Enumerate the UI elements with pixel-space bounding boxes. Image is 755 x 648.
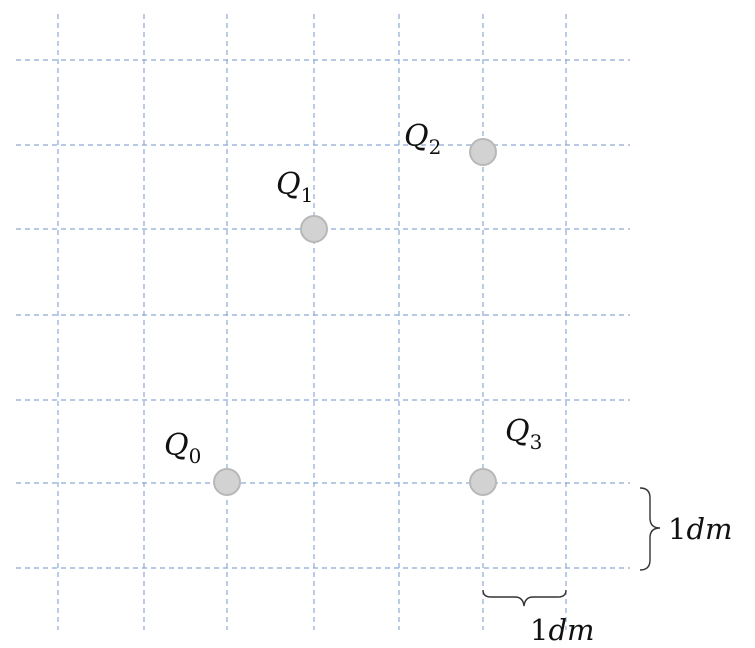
charge-q3: Q3 (469, 414, 542, 496)
vertical-scale-number: 1 (668, 512, 686, 546)
horizontal-scale-unit: dm (548, 613, 594, 647)
horizontal-scale-number: 1 (530, 613, 548, 647)
charge-q1-dot (300, 215, 328, 243)
vertical-scale-unit: dm (686, 512, 732, 546)
charge-q0-symbol: Q (164, 428, 189, 463)
charge-q2: Q2 (404, 119, 497, 166)
charge-q1: Q1 (276, 167, 328, 243)
charge-q2-label: Q2 (404, 119, 441, 159)
vertical-scale-label: 1dm (668, 512, 733, 546)
charge-q1-subscript: 1 (301, 183, 314, 207)
horizontal-scale-brace (482, 589, 567, 607)
horizontal-scale-label: 1dm (530, 613, 595, 647)
grid (16, 14, 630, 630)
charge-q0-label: Q0 (164, 428, 201, 468)
charge-q1-label: Q1 (276, 167, 313, 207)
charge-q0: Q0 (164, 428, 241, 496)
charge-q0-subscript: 0 (189, 444, 202, 468)
charge-q2-symbol: Q (404, 119, 429, 154)
vertical-scale-brace (639, 487, 661, 571)
charge-q1-symbol: Q (276, 167, 301, 202)
charge-q2-subscript: 2 (429, 135, 442, 159)
charge-q2-dot (469, 138, 497, 166)
charge-q3-dot (469, 468, 497, 496)
charge-q3-label: Q3 (505, 414, 542, 454)
charge-q3-subscript: 3 (530, 430, 543, 454)
charge-q3-symbol: Q (505, 414, 530, 449)
charge-q0-dot (213, 468, 241, 496)
